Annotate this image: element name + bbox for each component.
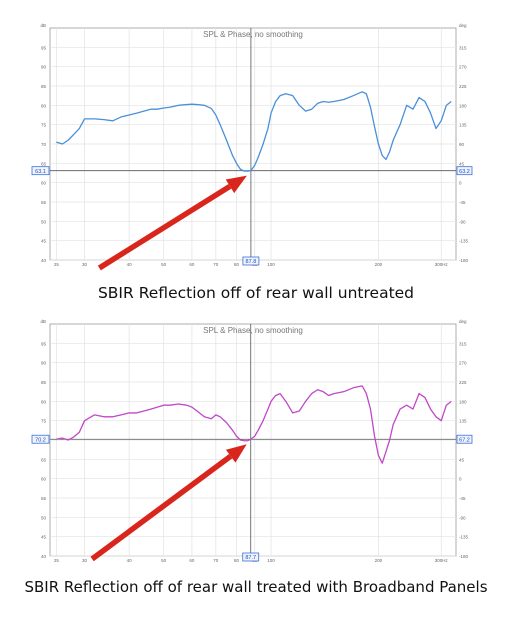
cursor-left-readout-box — [31, 434, 50, 444]
x-tick-label: 60 — [189, 558, 195, 563]
x-tick-label: 60 — [189, 262, 195, 267]
y-right-tick-label: -180 — [459, 554, 469, 559]
y-left-tick-label: 90 — [41, 361, 47, 366]
cursor-right-readout: 63.2 — [459, 169, 470, 175]
chart-title: SPL & Phase, no smoothing — [203, 326, 303, 335]
y-right-tick-label: -135 — [459, 535, 469, 540]
cursor-left-readout-box — [31, 166, 50, 176]
red-arrow-head — [225, 444, 247, 463]
x-tick-label: 40 — [127, 558, 133, 563]
y-right-tick-label: -90 — [459, 219, 466, 224]
x-tick-label: 25 — [54, 558, 60, 563]
y-left-tick-label: 80 — [41, 103, 47, 108]
y-right-tick-label: 135 — [459, 123, 467, 128]
x-tick-label: 80 — [234, 262, 240, 267]
chart-title: SPL & Phase, no smoothing — [203, 30, 303, 39]
cursor-x-readout: 87.7 — [245, 555, 256, 561]
x-tick-label: 40 — [127, 262, 133, 267]
y-right-tick-label: -180 — [459, 258, 469, 263]
y-right-tick-label: 45 — [459, 457, 465, 462]
y-left-tick-label: 55 — [41, 496, 47, 501]
y-left-tick-label: 45 — [41, 239, 47, 244]
y-right-tick-label: -90 — [459, 515, 466, 520]
x-tick-label: 30 — [82, 262, 88, 267]
x-tick-label: 300Hz — [435, 262, 449, 267]
y-right-tick-label: 270 — [459, 65, 467, 70]
y-left-tick-label: 80 — [41, 399, 47, 404]
y-left-tick-label: 50 — [41, 515, 47, 520]
red-arrow-shaft — [90, 453, 233, 562]
cursor-left-readout: 70.2 — [35, 437, 46, 443]
x-tick-label: 200 — [375, 558, 383, 563]
y-left-tick-label: 75 — [41, 123, 47, 128]
y-left-tick-label: 95 — [41, 45, 47, 50]
y-left-tick-label: 70 — [41, 142, 47, 147]
left-axis-unit-label: dB — [40, 23, 46, 28]
x-tick-label: 25 — [54, 262, 60, 267]
y-left-tick-label: 65 — [41, 457, 47, 462]
y-left-tick-label: 45 — [41, 535, 47, 540]
y-right-tick-label: -135 — [459, 239, 469, 244]
y-left-tick-label: 40 — [41, 258, 47, 263]
cursor-x-readout-box — [242, 552, 260, 562]
y-right-tick-label: 315 — [459, 45, 467, 50]
y-right-tick-label: 135 — [459, 419, 467, 424]
red-arrow-shaft — [97, 183, 232, 271]
caption-untreated: SBIR Reflection off of rear wall untreat… — [97, 284, 415, 302]
y-right-tick-label: 90 — [459, 142, 465, 147]
y-right-tick-label: 270 — [459, 361, 467, 366]
y-right-tick-label: 225 — [459, 84, 467, 89]
y-right-tick-label: 180 — [459, 399, 467, 404]
y-left-tick-label: 65 — [41, 161, 47, 166]
y-right-tick-label: -45 — [459, 200, 466, 205]
left-axis-unit-label: dB — [40, 319, 46, 324]
y-left-tick-label: 90 — [41, 65, 47, 70]
x-tick-label: 200 — [375, 262, 383, 267]
x-tick-label: 70 — [213, 262, 219, 267]
y-right-tick-label: 225 — [459, 380, 467, 385]
red-arrow-head — [225, 175, 247, 194]
right-axis-unit-label: deg — [459, 23, 467, 28]
cursor-right-readout-box — [456, 166, 473, 176]
y-left-tick-label: 85 — [41, 380, 47, 385]
x-tick-label: 70 — [213, 558, 219, 563]
cursor-x-readout-box — [242, 256, 260, 266]
x-tick-label: 50 — [161, 558, 167, 563]
x-tick-label: 100 — [267, 262, 275, 267]
y-right-tick-label: 315 — [459, 341, 467, 346]
y-left-tick-label: 85 — [41, 84, 47, 89]
y-right-tick-label: -45 — [459, 496, 466, 501]
y-left-tick-label: 40 — [41, 554, 47, 559]
y-left-tick-label: 60 — [41, 477, 47, 482]
y-right-tick-label: 45 — [459, 161, 465, 166]
x-tick-label: 50 — [161, 262, 167, 267]
x-tick-label: 300Hz — [435, 558, 449, 563]
x-tick-label: 80 — [234, 558, 240, 563]
y-right-tick-label: 180 — [459, 103, 467, 108]
right-axis-unit-label: deg — [459, 319, 467, 324]
cursor-right-readout: 67.2 — [459, 437, 470, 443]
spl-line-untreated — [56, 91, 452, 172]
y-left-tick-label: 50 — [41, 219, 47, 224]
x-tick-label: 100 — [267, 558, 275, 563]
y-right-tick-label: 0 — [459, 181, 462, 186]
spl-chart-treated: 95315902708522580180751357090654560055-4… — [31, 319, 473, 563]
y-left-tick-label: 95 — [41, 341, 47, 346]
x-tick-label: 30 — [82, 558, 88, 563]
y-left-tick-label: 60 — [41, 181, 47, 186]
y-right-tick-label: 0 — [459, 477, 462, 482]
y-left-tick-label: 75 — [41, 419, 47, 424]
cursor-x-readout: 87.8 — [246, 259, 257, 265]
cursor-right-readout-box — [456, 434, 473, 444]
y-left-tick-label: 55 — [41, 200, 47, 205]
spl-line-treated — [56, 385, 452, 464]
spl-chart-untreated: 95 315 90 270 85 225 80 180 75 135 70 90 65 45 60 0 55 -4… — [31, 23, 473, 271]
caption-treated: SBIR Reflection off of rear wall treated… — [24, 578, 488, 596]
cursor-left-readout: 63.1 — [35, 169, 46, 175]
